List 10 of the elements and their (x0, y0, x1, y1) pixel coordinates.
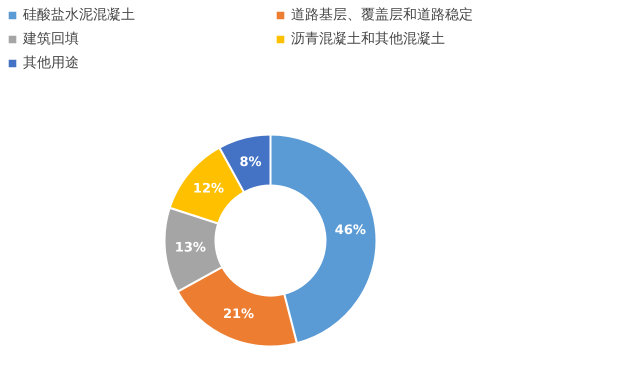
data-label: 8% (239, 155, 262, 170)
data-label: 13% (174, 240, 206, 256)
legend-label: 建筑回填 (23, 30, 80, 48)
data-label: 12% (192, 182, 224, 197)
legend-label: 沥青混凝土和其他混凝土 (291, 30, 446, 48)
legend-label: 道路基层、覆盖层和道路稳定 (291, 6, 474, 24)
legend-label: 硅酸盐水泥混凝土 (23, 6, 136, 24)
data-label: 21% (222, 306, 254, 322)
legend-label: 其他用途 (23, 54, 80, 72)
data-label: 46% (334, 222, 366, 238)
